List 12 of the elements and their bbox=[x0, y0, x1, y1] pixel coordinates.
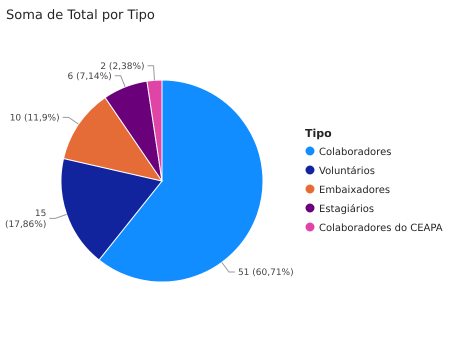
data-label: 51 (60,71%) bbox=[238, 268, 294, 278]
data-label: 6 (7,14%) bbox=[68, 72, 112, 82]
legend-label: Embaixadores bbox=[319, 185, 390, 196]
legend-title: Tipo bbox=[305, 127, 332, 140]
legend-label: Estagiários bbox=[319, 204, 374, 215]
chart-title: Soma de Total por Tipo bbox=[6, 8, 155, 23]
data-label: 15 (17,86%) bbox=[4, 208, 46, 230]
data-label: 2 (2,38%) bbox=[100, 62, 145, 72]
legend-label: Voluntários bbox=[319, 166, 375, 177]
data-label: 10 (11,9%) bbox=[10, 113, 60, 124]
legend-label: Colaboradores do CEAPA bbox=[319, 223, 443, 234]
legend-label: Colaboradores bbox=[319, 147, 392, 158]
